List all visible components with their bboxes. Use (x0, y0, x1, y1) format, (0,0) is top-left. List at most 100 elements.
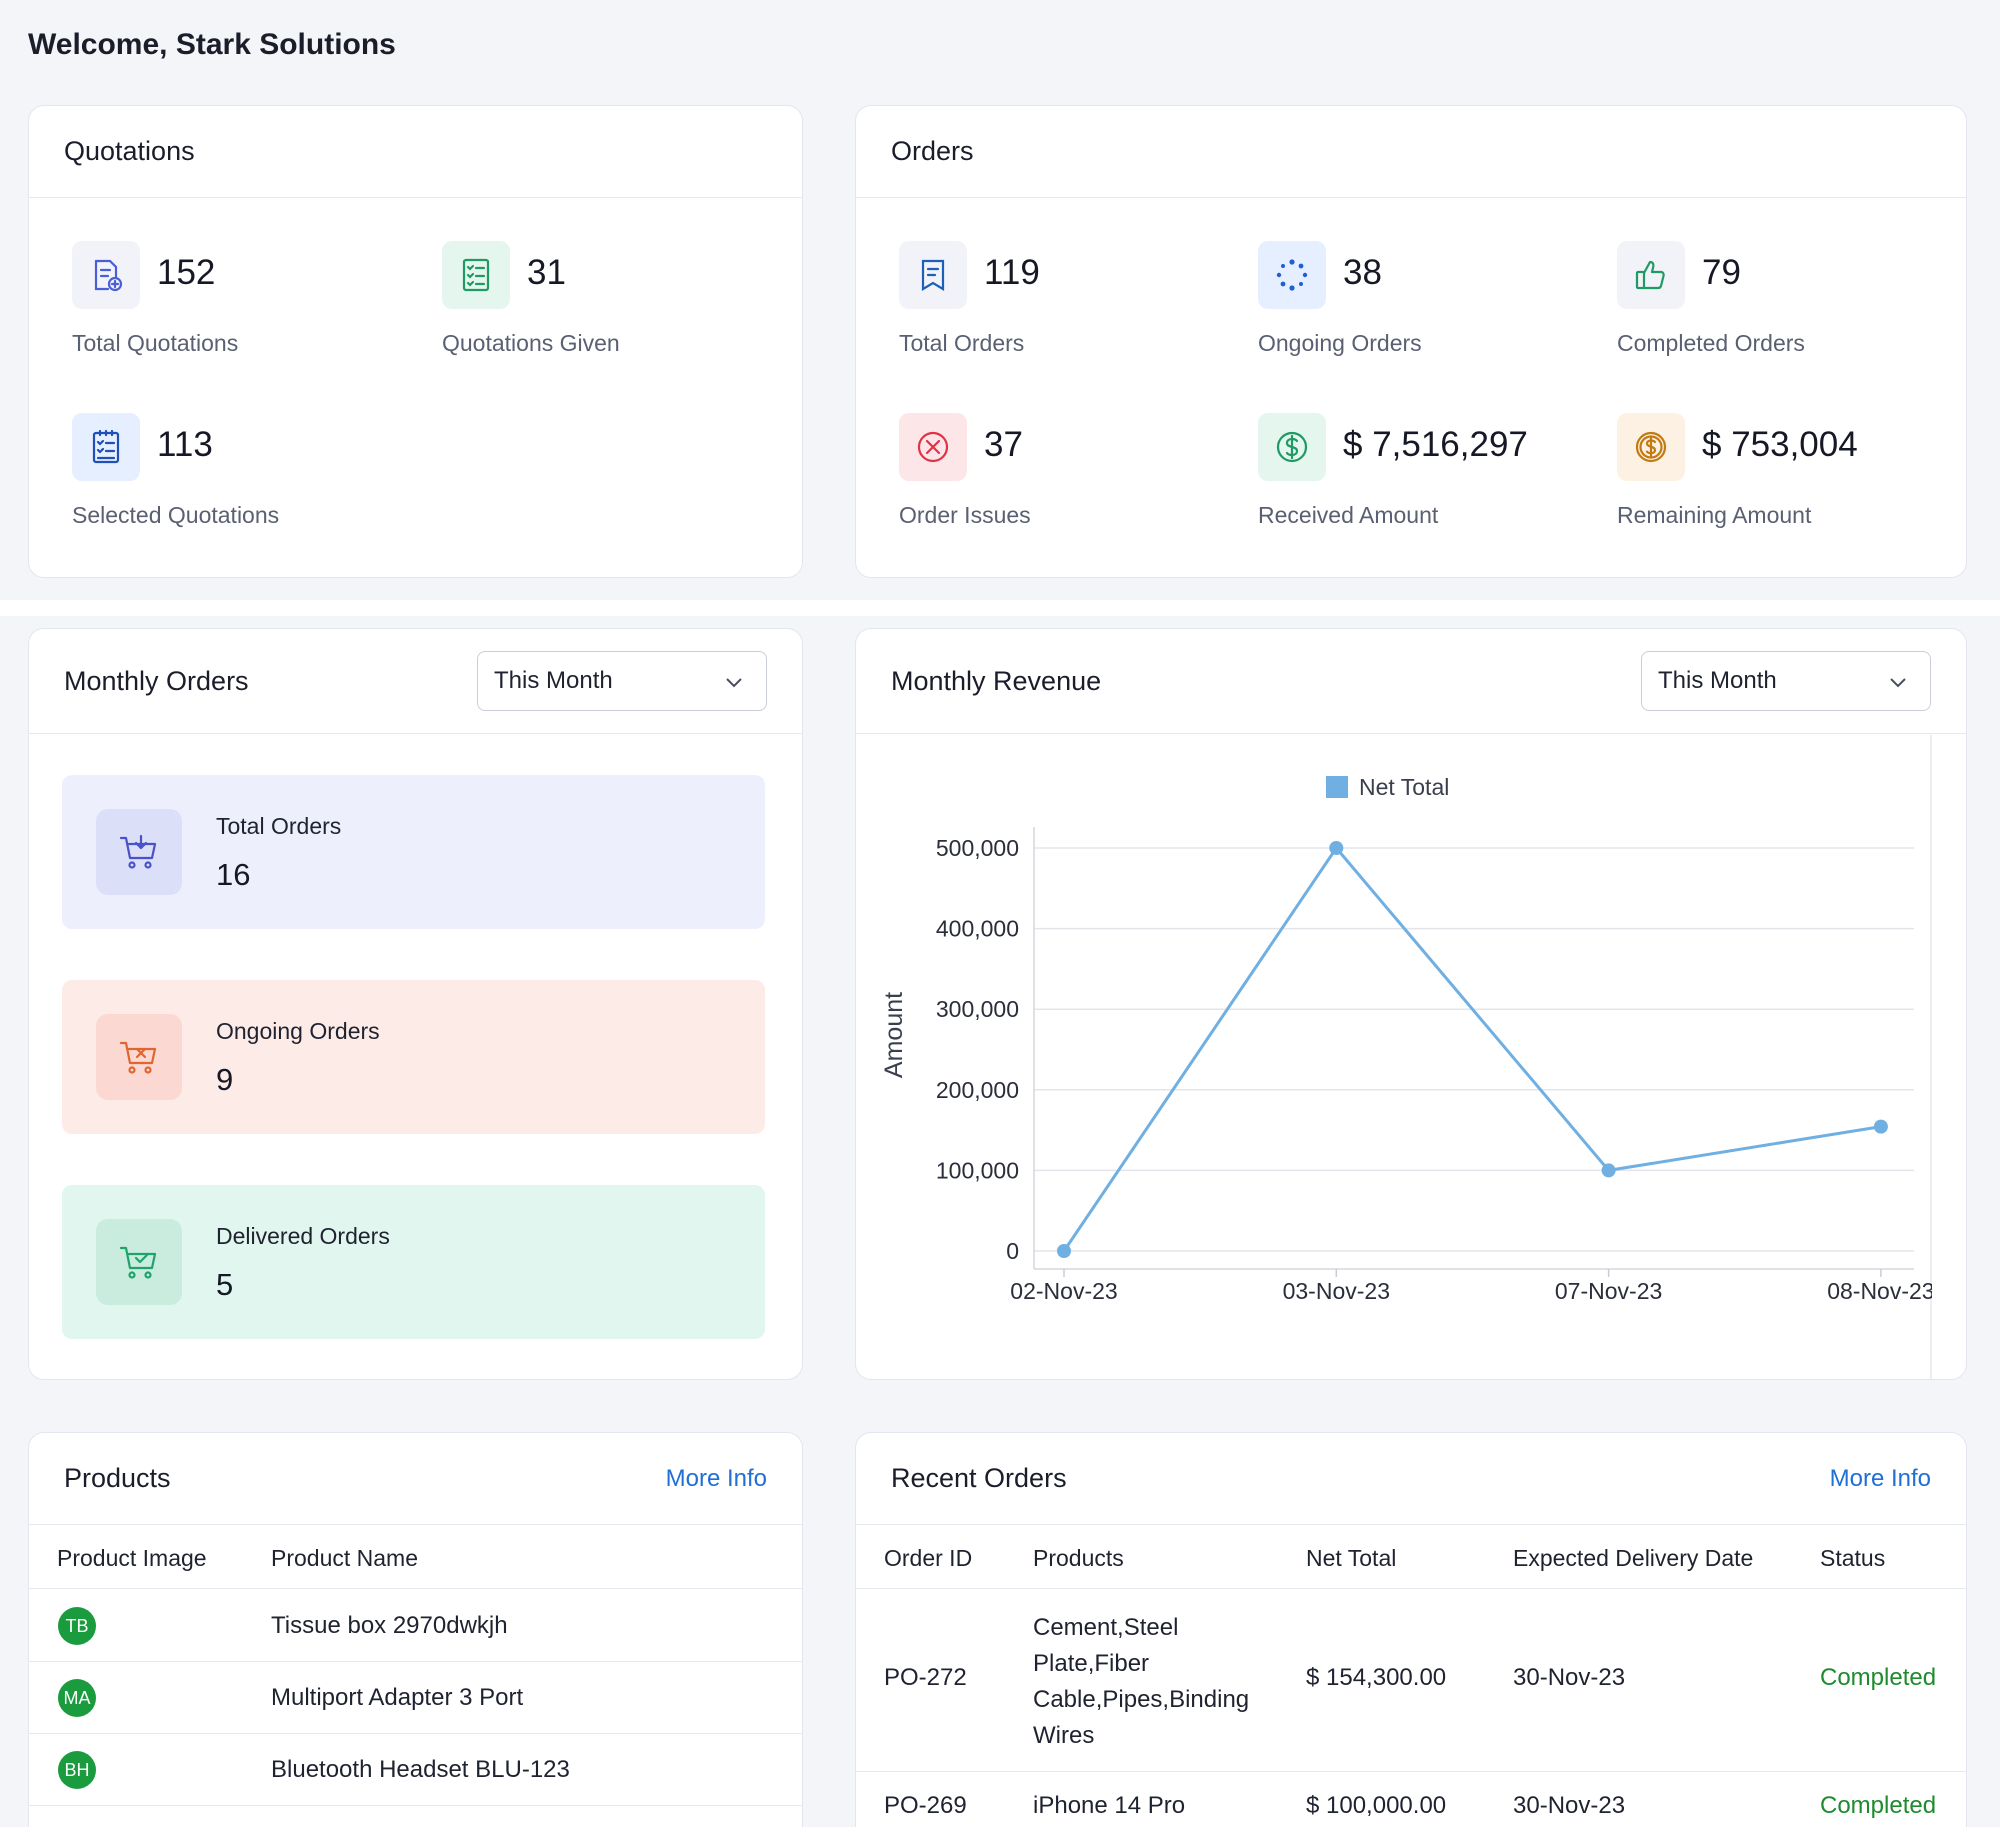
avatar: MA (58, 1679, 96, 1717)
monthly-total-orders: Total Orders 16 (62, 775, 765, 929)
monthly-revenue-filter-select[interactable]: This Month (1641, 651, 1931, 711)
stat-value: 113 (157, 425, 213, 464)
checklist-icon (442, 241, 510, 309)
product-name: Tissue box 2970dwkjh (271, 1612, 508, 1639)
receipt-icon (899, 241, 967, 309)
monthly-orders-header: Monthly Orders This Month (29, 629, 802, 734)
order-status: Completed (1820, 1664, 1937, 1691)
y-tick-label: 500,000 (936, 835, 1019, 861)
recent-orders-table-header: Order ID Products Net Total Expected Del… (856, 1525, 1966, 1589)
avatar: TB (58, 1607, 96, 1645)
monthly-stat-value: 5 (216, 1267, 234, 1302)
dollar-circle-icon (1258, 413, 1326, 481)
products-title: Products (64, 1463, 171, 1493)
column-header: Net Total (1306, 1545, 1397, 1571)
product-name: Multiport Adapter 3 Port (271, 1684, 524, 1711)
recent-orders-card: Recent Orders More Info Order ID Product… (855, 1432, 1967, 1827)
y-tick-label: 300,000 (936, 996, 1019, 1022)
column-header: Expected Delivery Date (1513, 1545, 1754, 1571)
product-name: Bluetooth Headset BLU-123 (271, 1756, 570, 1783)
stat-label: Total Orders (899, 330, 1025, 356)
stat-value: 152 (157, 253, 216, 292)
stat-value: 119 (984, 253, 1040, 292)
stat-label: Received Amount (1258, 502, 1439, 528)
filter-value: This Month (494, 667, 613, 694)
x-circle-icon (899, 413, 967, 481)
data-point (1873, 1119, 1888, 1134)
table-row[interactable]: TB Tissue box 2970dwkjh (29, 1590, 802, 1662)
legend-swatch (1326, 776, 1348, 798)
data-point (1601, 1163, 1616, 1178)
order-net-total: $ 100,000.00 (1306, 1792, 1447, 1819)
stat-value: 79 (1702, 253, 1741, 292)
x-tick-label: 07-Nov-23 (1555, 1278, 1662, 1304)
x-tick-label: 03-Nov-23 (1283, 1278, 1390, 1304)
chevron-down-icon (1890, 678, 1906, 688)
orders-header: Orders (856, 106, 1966, 198)
clipboard-list-icon (72, 413, 140, 481)
column-header: Status (1820, 1545, 1886, 1571)
section-divider (0, 600, 2000, 616)
chart-legend: Net Total (1326, 774, 1449, 800)
stat-value: 37 (984, 425, 1023, 464)
y-tick-label: 0 (1006, 1238, 1019, 1264)
order-delivery-date: 30-Nov-23 (1513, 1664, 1626, 1691)
products-table-header: Product Image Product Name (29, 1525, 802, 1589)
stat-label: Quotations Given (442, 330, 620, 356)
stat-value: $ 753,004 (1702, 425, 1858, 464)
stat-label: Ongoing Orders (1258, 330, 1422, 356)
column-header: Product Image (57, 1545, 207, 1571)
orders-card: Orders 119 Total Orders 38 Ongoing Order… (855, 105, 1967, 578)
monthly-stat-value: 9 (216, 1062, 234, 1097)
table-row[interactable]: PO-269 iPhone 14 Pro $ 100,000.00 30-Nov… (856, 1772, 1966, 1827)
monthly-delivered-orders: Delivered Orders 5 (62, 1185, 765, 1339)
stat-label: Remaining Amount (1617, 502, 1812, 528)
order-id: PO-269 (884, 1792, 967, 1819)
monthly-stat-value: 16 (216, 857, 251, 892)
monthly-stat-label: Total Orders (216, 813, 342, 839)
table-row[interactable]: BH Bluetooth Headset BLU-123 (29, 1734, 802, 1806)
page-title: Welcome, Stark Solutions (28, 28, 396, 61)
recent-orders-title: Recent Orders (891, 1463, 1067, 1493)
series-line (1057, 841, 1888, 1258)
products-more-info-link[interactable]: More Info (665, 1464, 767, 1492)
monthly-orders-filter-select[interactable]: This Month (477, 651, 767, 711)
chevron-down-icon (726, 678, 742, 688)
y-tick-label: 200,000 (936, 1077, 1019, 1103)
products-card: Products More Info Product Image Product… (28, 1432, 803, 1827)
series-polyline (1062, 845, 1882, 1252)
dollar-coin-icon (1617, 413, 1685, 481)
stat-label: Order Issues (899, 502, 1031, 528)
stat-value: $ 7,516,297 (1343, 425, 1528, 464)
cart-x-icon (96, 1014, 182, 1100)
recent-orders-header: Recent Orders More Info (856, 1433, 1966, 1525)
stat-label: Total Quotations (72, 330, 239, 356)
avatar: BH (58, 1751, 96, 1789)
monthly-stat-label: Delivered Orders (216, 1223, 390, 1249)
data-point (1057, 1244, 1071, 1258)
filter-value: This Month (1658, 667, 1777, 694)
recent-orders-more-info-link[interactable]: More Info (1829, 1464, 1931, 1492)
x-tick-label: 02-Nov-23 (1010, 1278, 1117, 1304)
monthly-ongoing-orders: Ongoing Orders 9 (62, 980, 765, 1134)
monthly-revenue-card: Monthly Revenue This Month Net Total Amo… (855, 628, 1967, 1380)
document-add-icon (72, 241, 140, 309)
monthly-orders-card: Monthly Orders This Month Total Orders 1… (28, 628, 803, 1380)
legend-label: Net Total (1359, 774, 1449, 800)
x-tick-label: 08-Nov-23 (1827, 1278, 1932, 1304)
y-tick-label: 400,000 (936, 916, 1019, 942)
orders-title: Orders (891, 136, 974, 166)
order-status: Completed (1820, 1792, 1937, 1819)
column-header: Products (1033, 1545, 1124, 1571)
order-id: PO-272 (884, 1664, 967, 1691)
table-row[interactable]: MA Multiport Adapter 3 Port (29, 1662, 802, 1734)
table-row[interactable]: PO-272 Cement,Steel Plate,Fiber Cable,Pi… (856, 1590, 1966, 1772)
x-axis-ticks: 02-Nov-23 03-Nov-23 07-Nov-23 08-Nov-23 (1010, 1269, 1932, 1304)
cart-check-icon (96, 1219, 182, 1305)
chart-grid (1033, 827, 1914, 1270)
loading-dots-icon (1258, 241, 1326, 309)
monthly-revenue-header: Monthly Revenue This Month (856, 629, 1966, 734)
y-axis-ticks: 0 100,000 200,000 300,000 400,000 500,000 (936, 835, 1019, 1264)
quotations-header: Quotations (29, 106, 802, 198)
monthly-orders-title: Monthly Orders (64, 665, 249, 696)
